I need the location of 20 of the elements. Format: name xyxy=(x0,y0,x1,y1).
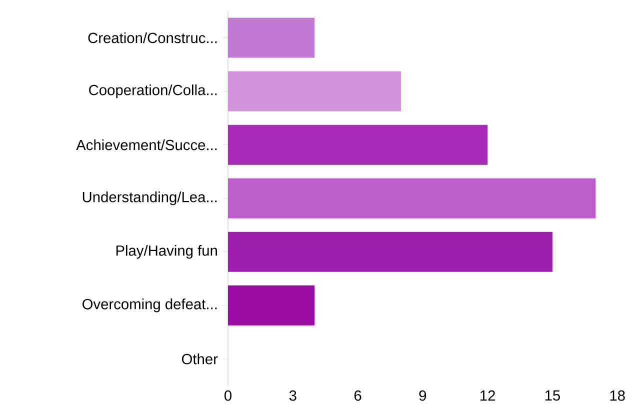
bar xyxy=(228,18,315,58)
y-tick-label: Understanding/Lea... xyxy=(82,192,217,206)
x-tick-label: 3 xyxy=(289,390,296,401)
x-tick-label: 15 xyxy=(545,390,560,401)
bar xyxy=(228,124,488,165)
y-tick-label: Overcoming defeat... xyxy=(82,298,217,312)
y-tick-label: Cooperation/Colla... xyxy=(89,84,217,98)
bar xyxy=(228,232,552,272)
x-tick-label: 18 xyxy=(610,390,625,401)
bar xyxy=(228,178,596,218)
bar xyxy=(228,71,402,112)
y-tick-label: Achievement/Succe... xyxy=(76,139,217,150)
y-tick-label: Play/Having fun xyxy=(116,245,217,259)
y-tick-label: Creation/Construc... xyxy=(88,32,217,44)
x-tick-label: 6 xyxy=(354,390,362,401)
x-tick-label: 9 xyxy=(419,390,426,401)
x-tick-label: 0 xyxy=(224,390,232,401)
bar xyxy=(228,285,315,326)
x-tick-label: 12 xyxy=(480,390,495,401)
y-tick-label: Other xyxy=(182,354,218,364)
